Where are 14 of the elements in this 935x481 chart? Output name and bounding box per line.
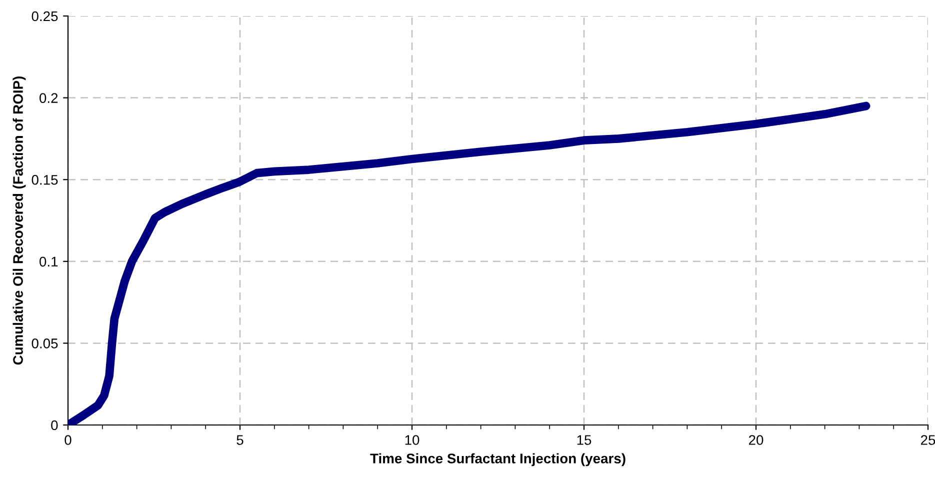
y-tick-label: 0.25 [32,11,58,22]
x-tick-label: 25 [920,435,935,445]
y-tick-label: 0.05 [32,338,58,348]
y-tick-label: 0.2 [40,93,58,103]
y-tick-label: 0.1 [40,256,58,267]
x-tick-label: 5 [236,435,244,445]
y-tick-label: 0 [51,420,58,430]
x-tick-label: 15 [577,435,592,445]
x-tick-label: 10 [405,435,420,445]
x-tick-label: 0 [64,435,72,445]
y-axis-title: Cumulative Oil Recovered (Faction of ROIP) [12,76,26,365]
y-tick-label: 0.15 [32,174,58,185]
x-axis-title: Time Since Surfactant Injection (years) [370,453,626,466]
x-tick-label: 20 [748,435,764,445]
